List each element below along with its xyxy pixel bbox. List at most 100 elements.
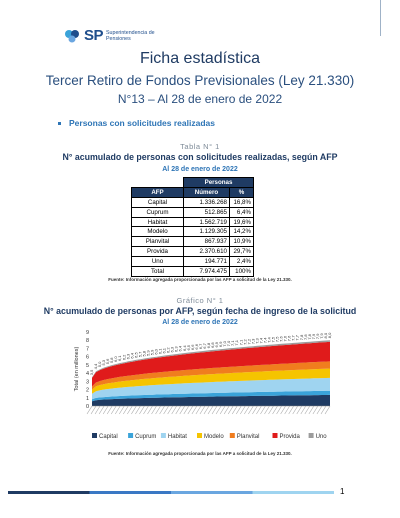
x-tick-mark bbox=[183, 405, 190, 415]
x-tick-mark bbox=[207, 405, 214, 415]
x-tick-mark bbox=[110, 405, 117, 415]
table-row: Modelo 1.129.305 14,2% bbox=[131, 226, 254, 238]
y-tick-label: 9 bbox=[86, 330, 89, 336]
page-issue: N°13 – Al 28 de enero de 2022 bbox=[117, 92, 283, 106]
cell-pct: 29,7% bbox=[229, 246, 254, 258]
data-label: 6,2 bbox=[166, 347, 171, 353]
x-tick-mark bbox=[119, 405, 125, 415]
x-tick-mark bbox=[264, 405, 270, 415]
x-tick-mark bbox=[155, 405, 161, 415]
sp-logo-icon bbox=[65, 29, 79, 42]
chart-caption: Gráfico N° 1 bbox=[176, 296, 224, 305]
cell-pct: 19,6% bbox=[229, 216, 254, 228]
cell-pct: 14,2% bbox=[229, 226, 254, 238]
table-row: Planvital 867.937 10,9% bbox=[131, 236, 254, 248]
x-tick-mark bbox=[102, 405, 109, 415]
data-label: 5,3 bbox=[101, 359, 106, 365]
x-tick-mark bbox=[135, 405, 141, 415]
data-label: 7,8 bbox=[307, 333, 312, 339]
footer-bar-segment bbox=[252, 491, 334, 494]
table-date: Al 28 de enero de 2022 bbox=[162, 166, 238, 173]
x-tick-mark bbox=[167, 405, 173, 415]
x-tick-mark bbox=[191, 405, 198, 415]
x-tick-mark bbox=[195, 405, 202, 415]
y-tick-label: 3 bbox=[86, 379, 89, 385]
data-label: 7,1 bbox=[238, 339, 243, 345]
data-label: 6,1 bbox=[117, 355, 122, 361]
series-area-provida bbox=[92, 341, 330, 387]
afp-table: Personas AFP Número % Capital 1.336.268 16… bbox=[131, 177, 254, 277]
table-caption: Tabla N° 1 bbox=[180, 142, 220, 151]
data-label: 6,0 bbox=[154, 348, 159, 354]
data-label: 6,9 bbox=[218, 341, 223, 347]
data-label: 7,2 bbox=[242, 339, 247, 345]
x-tick-mark bbox=[187, 405, 194, 415]
x-tick-mark bbox=[199, 405, 206, 415]
legend-swatch-provida bbox=[272, 433, 278, 438]
x-tick-mark bbox=[171, 405, 177, 415]
data-label: 8,0 bbox=[327, 332, 332, 338]
y-tick-label: 1 bbox=[86, 396, 89, 402]
series-area-habitat bbox=[92, 377, 330, 400]
cell-afp: Planvital bbox=[131, 236, 184, 248]
series-area-capital bbox=[92, 394, 330, 406]
series-area-cuprum bbox=[92, 390, 330, 402]
data-label: 7,8 bbox=[299, 334, 304, 340]
x-tick-mark bbox=[127, 405, 133, 415]
data-label: 7,9 bbox=[319, 332, 324, 338]
cell-numero: 867.937 bbox=[183, 236, 230, 248]
cell-afp: Total bbox=[131, 266, 184, 277]
data-label: 4,4 bbox=[93, 363, 98, 369]
legend-swatch-cuprum bbox=[128, 433, 134, 438]
data-label: 6,3 bbox=[170, 346, 175, 352]
data-label: 7,6 bbox=[283, 335, 288, 341]
table-row: Habitat 1.562.719 19,6% bbox=[131, 216, 254, 228]
data-label: 7,6 bbox=[279, 335, 284, 341]
x-tick-mark bbox=[114, 405, 121, 415]
data-label: 7,1 bbox=[234, 339, 239, 345]
x-tick-mark bbox=[179, 405, 186, 415]
x-tick-mark bbox=[147, 405, 153, 415]
data-label: 8,0 bbox=[323, 332, 328, 338]
x-tick-mark bbox=[240, 405, 246, 415]
x-tick-mark bbox=[163, 405, 169, 415]
section-heading: Personas con solicitudes realizadas bbox=[58, 118, 215, 128]
x-tick-mark bbox=[276, 405, 282, 415]
page-number: 1 bbox=[340, 487, 345, 496]
x-tick-mark bbox=[272, 405, 278, 415]
data-label: 6,7 bbox=[202, 342, 207, 348]
data-label: 7,8 bbox=[303, 334, 308, 340]
footer-bar-segment bbox=[171, 491, 253, 494]
x-tick-mark bbox=[151, 405, 157, 415]
footer-bar-segment bbox=[8, 491, 90, 494]
data-label: 7,4 bbox=[258, 337, 263, 343]
data-label: 5,0 bbox=[97, 361, 102, 367]
data-label: 5,9 bbox=[145, 350, 150, 356]
data-label: 5,6 bbox=[105, 358, 110, 364]
legend-swatch-capital bbox=[92, 433, 97, 438]
data-label: 7,6 bbox=[287, 335, 292, 341]
y-axis-label: Total (en millones) bbox=[74, 347, 80, 392]
data-label: 6,9 bbox=[214, 341, 219, 347]
legend-label-provida: Provida bbox=[280, 434, 301, 440]
x-tick-mark bbox=[123, 405, 129, 415]
cell-afp: Cuprum bbox=[131, 206, 184, 218]
cell-numero: 2.370.610 bbox=[183, 246, 230, 258]
cell-pct: 100% bbox=[229, 266, 254, 277]
data-label: 6,6 bbox=[194, 343, 199, 349]
x-tick-mark bbox=[203, 405, 210, 415]
data-label: 7,5 bbox=[275, 336, 280, 342]
data-label: 6,5 bbox=[133, 352, 138, 358]
legend-swatch-uno bbox=[308, 433, 314, 438]
table-group-header: Personas bbox=[183, 177, 254, 188]
data-label: 5,7 bbox=[137, 351, 142, 357]
x-tick-mark bbox=[248, 405, 254, 415]
x-tick-mark bbox=[90, 405, 97, 415]
cell-pct: 2,4% bbox=[229, 256, 254, 268]
data-label: 6,8 bbox=[210, 342, 215, 348]
data-label: 7,0 bbox=[222, 340, 227, 346]
x-tick-mark bbox=[268, 405, 274, 415]
page-title: Ficha estadística bbox=[139, 50, 261, 67]
data-label: 7,9 bbox=[311, 333, 316, 339]
y-tick-label: 0 bbox=[86, 404, 89, 410]
